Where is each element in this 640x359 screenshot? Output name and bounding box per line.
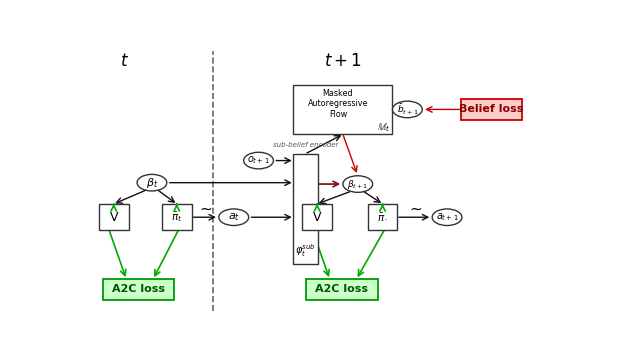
Circle shape bbox=[137, 174, 167, 191]
Text: $\sim$: $\sim$ bbox=[407, 201, 423, 215]
Text: $a_{t+1}$: $a_{t+1}$ bbox=[436, 211, 458, 223]
Text: $\beta_t$: $\beta_t$ bbox=[146, 176, 158, 190]
Circle shape bbox=[244, 152, 273, 169]
FancyBboxPatch shape bbox=[461, 99, 522, 120]
Text: $\bar{\pi}_\cdot$: $\bar{\pi}_\cdot$ bbox=[377, 212, 388, 222]
Text: A2C loss: A2C loss bbox=[112, 284, 165, 294]
FancyBboxPatch shape bbox=[293, 84, 392, 134]
Text: $\bar{b}_{t+1}$: $\bar{b}_{t+1}$ bbox=[397, 102, 418, 117]
Text: $\sim$: $\sim$ bbox=[197, 201, 213, 215]
Circle shape bbox=[432, 209, 462, 225]
FancyBboxPatch shape bbox=[99, 204, 129, 230]
Circle shape bbox=[343, 176, 372, 192]
Text: $\text{V}$: $\text{V}$ bbox=[312, 211, 323, 224]
FancyBboxPatch shape bbox=[162, 204, 191, 230]
Text: $o_{t+1}$: $o_{t+1}$ bbox=[247, 155, 270, 167]
Text: $\bar{\pi}_t$: $\bar{\pi}_t$ bbox=[171, 210, 182, 224]
Text: A2C loss: A2C loss bbox=[316, 284, 369, 294]
FancyBboxPatch shape bbox=[103, 279, 174, 300]
Text: $\varphi_t^{sub}$: $\varphi_t^{sub}$ bbox=[295, 242, 316, 259]
Text: Belief loss: Belief loss bbox=[460, 104, 524, 115]
Text: $\text{V}$: $\text{V}$ bbox=[109, 211, 119, 224]
FancyBboxPatch shape bbox=[306, 279, 378, 300]
Text: Masked
Autoregressive
Flow: Masked Autoregressive Flow bbox=[308, 89, 368, 119]
Text: $t+1$: $t+1$ bbox=[324, 52, 362, 70]
Text: $\beta_{t+1}$: $\beta_{t+1}$ bbox=[347, 178, 369, 191]
FancyBboxPatch shape bbox=[302, 204, 332, 230]
Text: $t$: $t$ bbox=[120, 52, 129, 70]
Text: sub-belief encoder: sub-belief encoder bbox=[273, 141, 339, 148]
Text: $a_t$: $a_t$ bbox=[228, 211, 240, 223]
Circle shape bbox=[392, 101, 422, 118]
Text: $\mathbb{M}_t$: $\mathbb{M}_t$ bbox=[377, 121, 390, 134]
FancyBboxPatch shape bbox=[293, 154, 318, 264]
Circle shape bbox=[219, 209, 248, 225]
FancyBboxPatch shape bbox=[367, 204, 397, 230]
